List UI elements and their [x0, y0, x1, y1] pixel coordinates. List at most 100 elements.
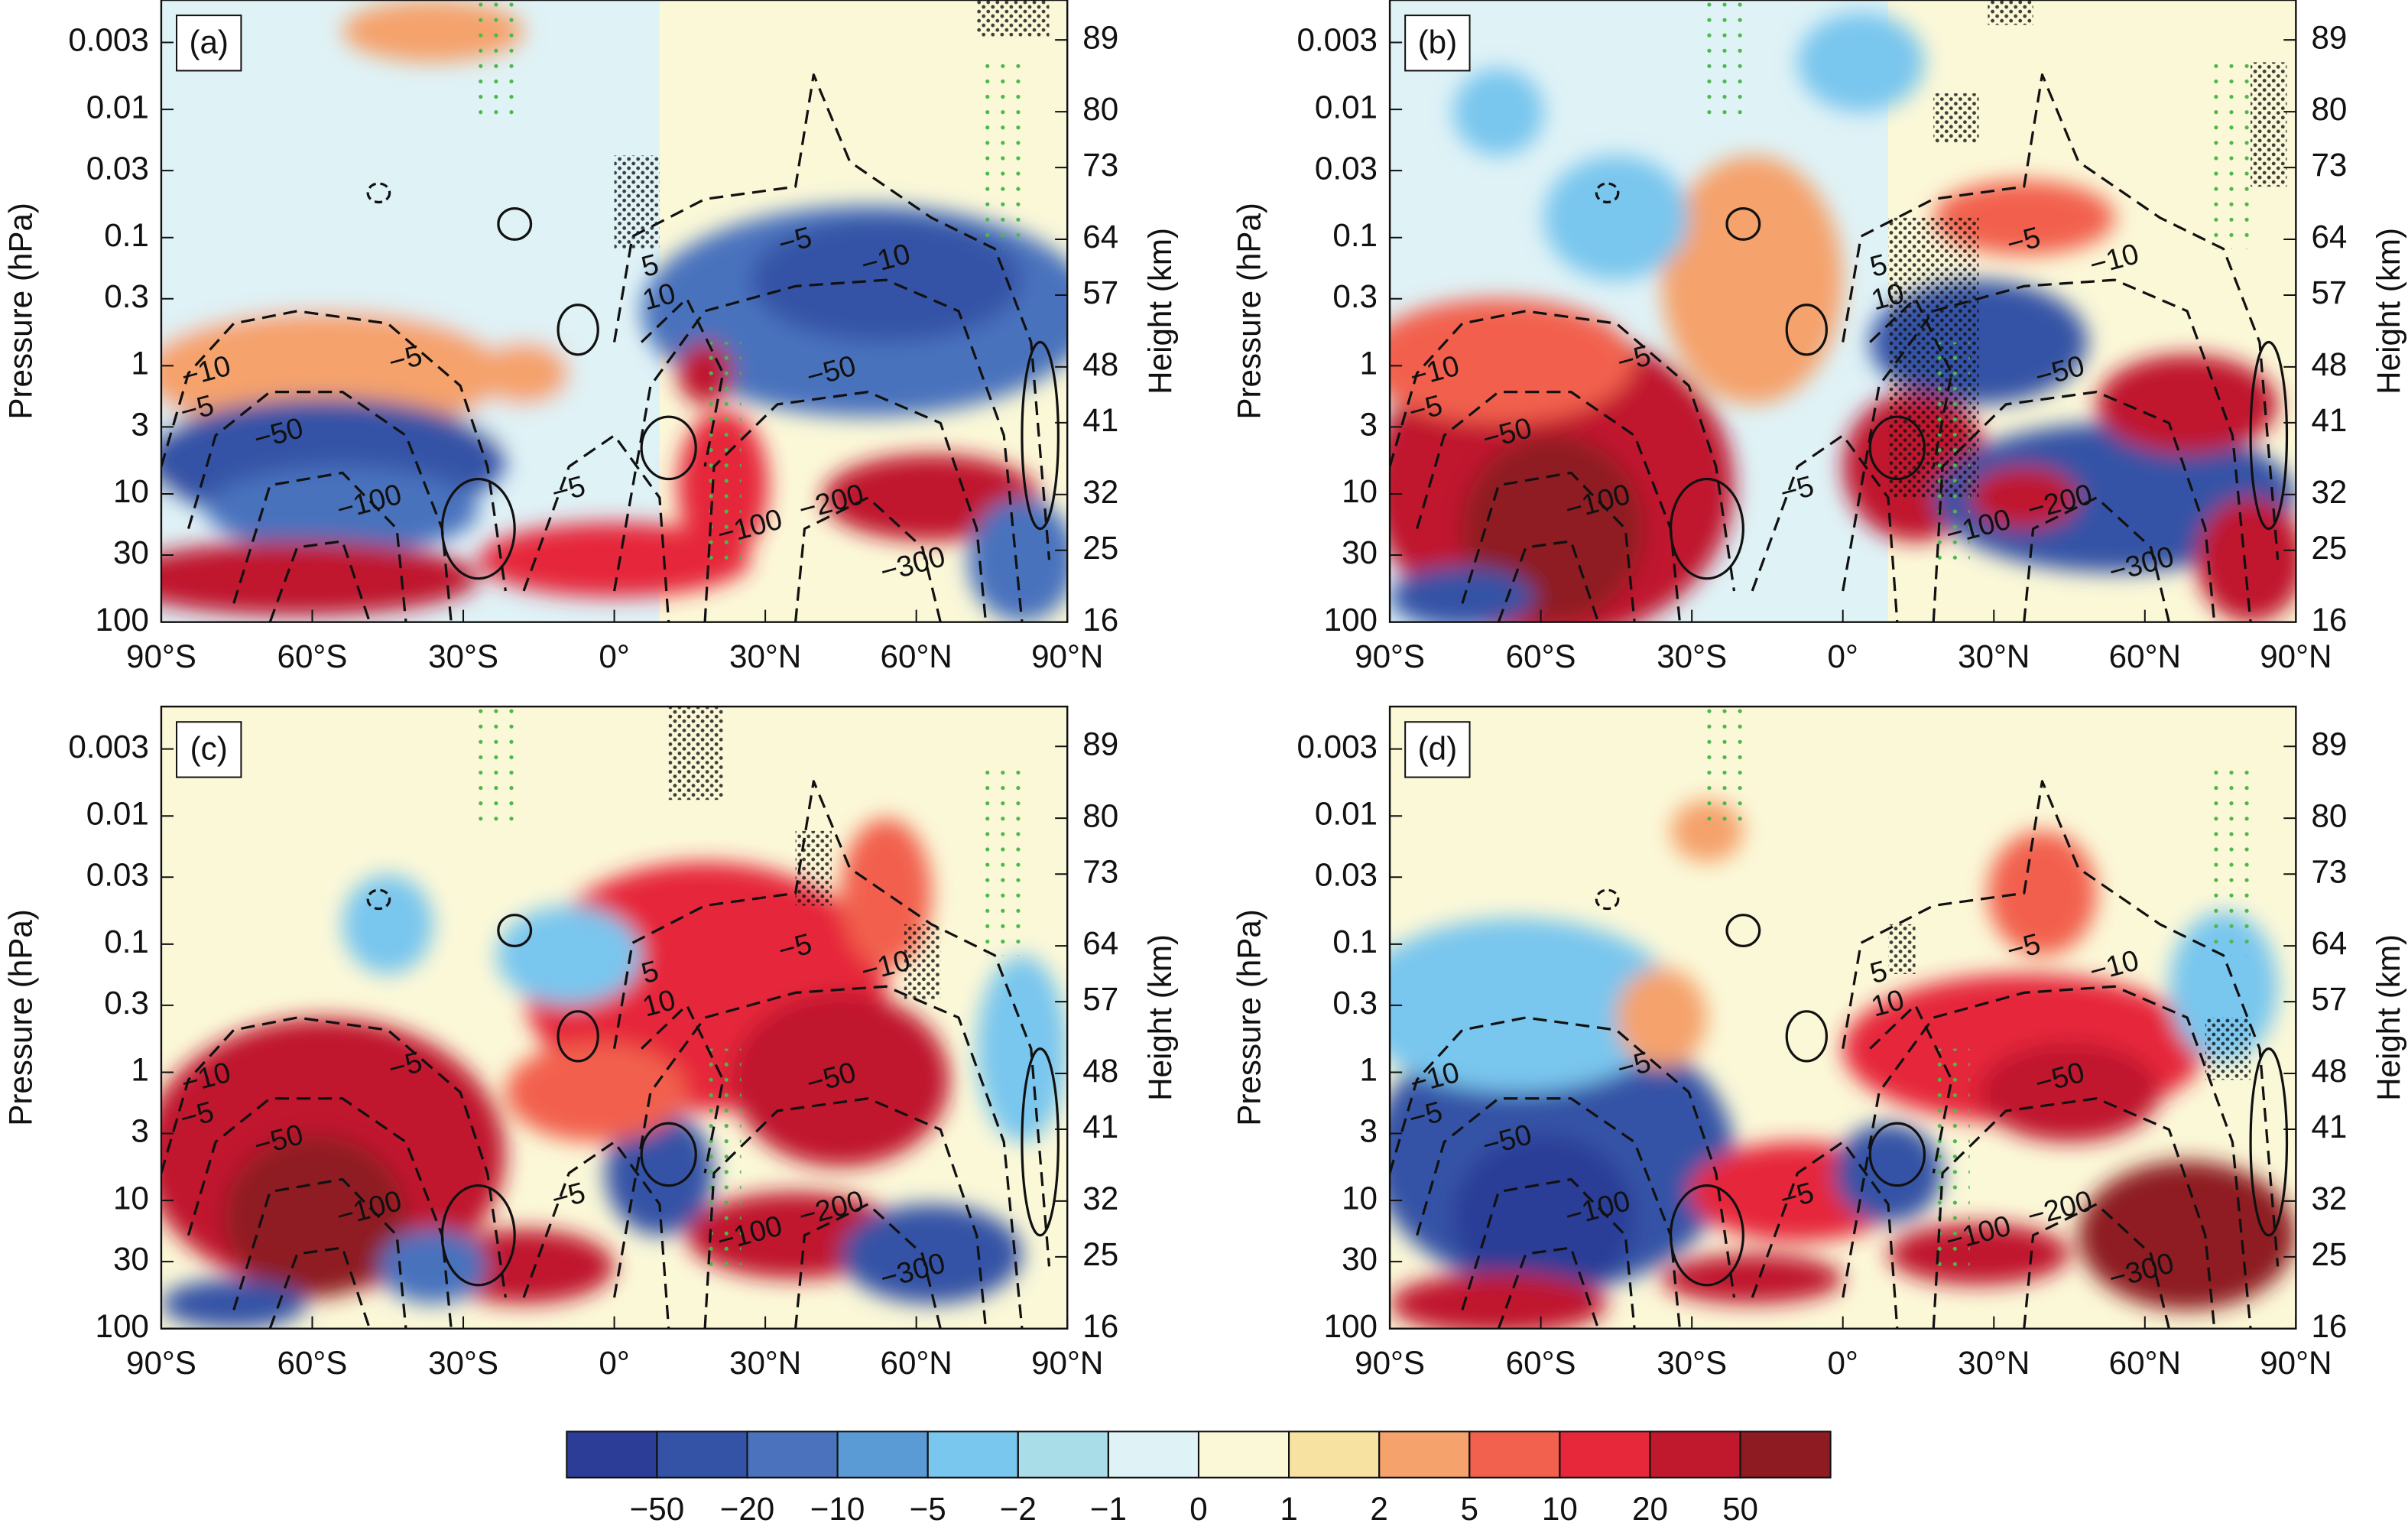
- colorbar-tick-label: 20: [1632, 1491, 1668, 1527]
- field-patch: [342, 874, 433, 974]
- panel-title: (a): [189, 24, 229, 60]
- colorbar-tick-label: −5: [910, 1491, 946, 1527]
- colorbar-box: [1107, 1430, 1199, 1479]
- contour-line: [1842, 985, 2252, 1329]
- field-patch: [1390, 917, 1680, 1093]
- contour-line: [1751, 1141, 1899, 1329]
- x-tick-label: 90°S: [126, 1345, 196, 1381]
- y-tick-label: 0.3: [1332, 985, 1378, 1021]
- colorbar-box: [656, 1430, 748, 1479]
- y-tick-label: 30: [1342, 534, 1378, 570]
- contour-line: [522, 434, 670, 622]
- contour-label: 10: [639, 277, 679, 317]
- field-patches: [1390, 800, 2296, 1329]
- colorbar-box: [1378, 1430, 1471, 1479]
- x-tick-label: 90°S: [126, 638, 196, 674]
- y2-axis-label: Height (km): [2371, 934, 2406, 1101]
- y-tick-label: 0.1: [1332, 924, 1378, 960]
- field-patch: [1969, 466, 2079, 529]
- colorbar-box: [1197, 1430, 1290, 1479]
- y2-tick-label: 89: [2311, 19, 2347, 55]
- contour-line: [1390, 310, 1736, 592]
- contour-label: 10: [639, 983, 679, 1024]
- panel-title: (c): [190, 731, 228, 767]
- contour-line: [794, 496, 942, 622]
- colorbar-box: [836, 1430, 929, 1479]
- y-axis-label: Pressure (hPa): [1231, 909, 1267, 1126]
- field-patch: [2096, 354, 2278, 454]
- y2-tick-label: 57: [1082, 981, 1118, 1017]
- stipple: [668, 706, 723, 800]
- y-tick-label: 0.003: [68, 22, 149, 58]
- x-tick-label: 60°N: [2109, 1345, 2181, 1381]
- y2-tick-label: 41: [1082, 1109, 1118, 1145]
- y-tick-label: 0.003: [1296, 22, 1378, 58]
- contour-line: [1869, 1004, 1953, 1174]
- title-box: [1404, 721, 1471, 778]
- contour-line: [703, 391, 988, 622]
- field-patch: [224, 1135, 406, 1298]
- colorbar: −50 −20 −10 −5 −2 −1 0 1 2 5 10 20 50: [566, 1430, 1832, 1527]
- field-patch: [605, 1110, 714, 1236]
- y-tick-label: 0.3: [104, 985, 149, 1021]
- stipple-green: [2205, 62, 2251, 249]
- colorbar-box: [1559, 1430, 1651, 1479]
- x-tick-label: 30°N: [1958, 1345, 2030, 1381]
- y-tick-label: 10: [1342, 473, 1378, 509]
- field-patch: [976, 955, 1068, 1142]
- y-axis-label: Pressure (hPa): [2, 203, 38, 420]
- title-box: [1404, 15, 1471, 72]
- y2-tick-label: 16: [2311, 1308, 2347, 1344]
- y-tick-label: 1: [131, 1052, 148, 1088]
- contour-line: [612, 73, 1051, 560]
- y2-tick-label: 32: [2311, 1180, 2347, 1216]
- y2-tick-label: 48: [1082, 1053, 1118, 1089]
- x-tick-label: 60°S: [1506, 638, 1576, 674]
- contour-line: [794, 1203, 942, 1329]
- contour-line: [1021, 1047, 1060, 1237]
- contour-line: [1868, 415, 1926, 481]
- field-patch: [1616, 967, 1707, 1068]
- y2-tick-label: 41: [2311, 1109, 2347, 1145]
- stipple: [2251, 62, 2287, 187]
- x-tick-label: 60°S: [277, 638, 348, 674]
- y-tick-label: 0.01: [1315, 795, 1378, 831]
- colorbar-tick-label: −50: [630, 1491, 685, 1527]
- y-tick-label: 10: [1342, 1180, 1378, 1216]
- y-tick-label: 100: [95, 1308, 148, 1344]
- x-tick-label: 90°N: [1031, 1345, 1103, 1381]
- y2-tick-label: 80: [2311, 91, 2347, 127]
- contour-line: [1461, 1177, 1636, 1329]
- field-patch: [1978, 1042, 2160, 1142]
- stipple: [1988, 0, 2033, 25]
- field-patch: [478, 342, 570, 404]
- y2-tick-label: 25: [2311, 530, 2347, 566]
- title-box: [176, 15, 242, 72]
- y2-axis-label: Height (km): [2371, 228, 2406, 395]
- y2-tick-label: 25: [2311, 1236, 2347, 1272]
- contour-line: [1595, 182, 1620, 204]
- contours: [1390, 73, 2289, 622]
- x-tick-label: 30°S: [428, 1345, 498, 1381]
- contour-line: [2023, 496, 2170, 622]
- y-tick-label: 0.003: [1296, 729, 1378, 765]
- x-tick-label: 30°N: [1958, 638, 2030, 674]
- colorbar-box: [1288, 1430, 1381, 1479]
- y2-tick-label: 89: [2311, 726, 2347, 762]
- field-patch: [1661, 155, 1843, 404]
- x-tick-label: 30°N: [729, 1345, 801, 1381]
- field-patch: [378, 1229, 488, 1304]
- stipple: [904, 924, 941, 999]
- y2-tick-label: 80: [1082, 91, 1118, 127]
- stipple-green: [1706, 0, 1753, 125]
- stipple: [1887, 924, 1916, 974]
- y-tick-label: 3: [131, 1113, 148, 1149]
- y-tick-label: 30: [113, 534, 149, 570]
- field-patch: [1988, 830, 2097, 956]
- field-patch: [1390, 1272, 1608, 1329]
- y2-tick-label: 32: [1082, 1180, 1118, 1216]
- x-tick-label: 90°S: [1355, 1345, 1425, 1381]
- y-tick-label: 30: [113, 1241, 149, 1277]
